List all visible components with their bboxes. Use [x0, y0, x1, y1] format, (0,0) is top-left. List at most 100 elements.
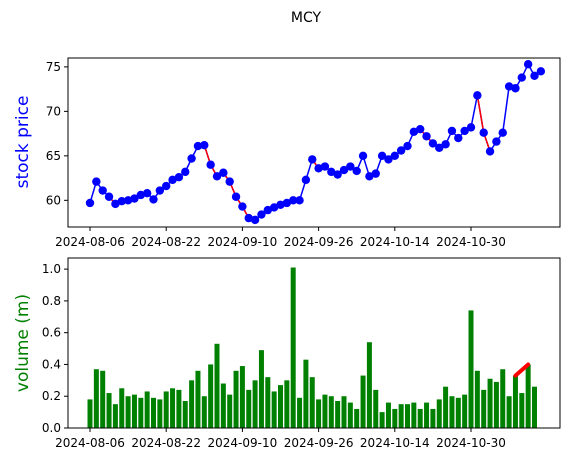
price-ytick-label: 65	[46, 149, 61, 163]
price-point	[339, 165, 349, 175]
volume-bar	[455, 397, 461, 428]
price-point	[193, 141, 203, 151]
price-point	[301, 175, 311, 185]
price-point	[377, 151, 387, 161]
volume-ylabel: volume (m)	[13, 294, 33, 392]
price-xtick-label: 2024-09-10	[208, 235, 278, 249]
volume-xtick-label: 2024-10-30	[436, 436, 506, 450]
price-point	[250, 215, 260, 225]
price-point	[174, 172, 184, 182]
price-plot-frame	[67, 57, 561, 228]
volume-bar	[195, 370, 201, 428]
volume-bar	[341, 396, 347, 428]
price-point	[104, 192, 114, 201]
price-xtick-label: 2024-10-14	[360, 235, 430, 249]
price-point	[244, 213, 253, 223]
price-point	[123, 196, 133, 205]
price-point	[212, 172, 222, 181]
volume-bar	[252, 380, 258, 428]
volume-ytick-label: 0.0	[42, 421, 61, 435]
price-point	[162, 181, 171, 191]
price-point	[536, 67, 546, 76]
volume-ytick-label: 0.6	[42, 326, 61, 340]
price-point	[263, 205, 272, 215]
price-point	[187, 154, 196, 163]
price-point	[371, 169, 380, 178]
price-point	[111, 199, 120, 209]
volume-bar	[360, 375, 366, 428]
volume-bar	[366, 342, 372, 428]
price-highlight-segment	[197, 144, 256, 221]
volume-bar	[271, 391, 277, 428]
volume-xtick-label: 2024-08-22	[131, 436, 201, 450]
volume-bar	[506, 396, 512, 428]
price-point	[473, 91, 482, 100]
volume-bar	[182, 400, 188, 428]
price-point	[155, 186, 165, 195]
volume-bar	[487, 378, 493, 428]
price-point	[314, 164, 323, 173]
price-point	[295, 196, 304, 205]
volume-bar	[347, 402, 353, 428]
volume-bar	[93, 369, 99, 428]
volume-bar	[208, 364, 214, 428]
price-point	[333, 170, 342, 179]
volume-bar	[138, 397, 144, 428]
volume-bar	[328, 396, 334, 428]
volume-bar	[157, 399, 163, 428]
volume-bar	[405, 404, 410, 428]
price-point	[219, 168, 228, 177]
volume-bar	[233, 370, 239, 428]
volume-highlight-segment	[513, 362, 531, 378]
volume-xtick-label: 2024-08-06	[55, 436, 125, 450]
volume-bar	[278, 385, 283, 428]
volume-panel: 0.0 0.2 0.4 0.6 0.8 1.0 2024-08-06 2024-08-22 20…	[13, 257, 561, 450]
volume-bar	[481, 389, 487, 428]
volume-bar	[290, 267, 296, 428]
price-point	[511, 84, 520, 93]
volume-bar	[227, 394, 233, 428]
volume-bar	[239, 366, 245, 428]
price-point	[269, 203, 279, 212]
price-line	[89, 62, 542, 221]
volume-bar	[443, 386, 449, 428]
volume-bar	[411, 402, 417, 428]
price-point	[346, 162, 355, 171]
price-point	[200, 140, 209, 150]
volume-bar	[525, 364, 531, 428]
volume-bar	[379, 412, 385, 428]
volume-bar	[309, 377, 315, 428]
volume-bar	[131, 394, 137, 428]
volume-bar	[125, 396, 131, 428]
price-ytick-label: 60	[46, 193, 61, 207]
price-point	[523, 60, 533, 69]
volume-bar	[163, 391, 169, 428]
volume-bar	[220, 383, 226, 428]
price-point	[365, 172, 374, 181]
price-point	[435, 143, 444, 153]
volume-bar	[176, 389, 182, 428]
price-point	[206, 160, 215, 169]
volume-bar	[119, 388, 125, 428]
price-point	[466, 123, 476, 132]
price-point	[409, 127, 419, 137]
volume-bar	[144, 391, 150, 428]
volume-bar	[532, 386, 537, 428]
price-point	[390, 151, 399, 161]
volume-bar	[512, 375, 518, 428]
volume-bar	[519, 393, 525, 428]
volume-bar	[265, 377, 271, 428]
price-point	[403, 141, 412, 151]
price-point	[276, 200, 285, 209]
volume-xtick-label: 2024-09-26	[284, 436, 354, 450]
price-point	[428, 139, 438, 148]
volume-bar	[170, 388, 176, 428]
price-ylabel: stock price	[13, 96, 33, 189]
price-point	[98, 186, 107, 195]
price-point	[327, 167, 336, 177]
price-point	[225, 177, 234, 186]
price-point	[289, 196, 298, 205]
volume-bar	[201, 396, 207, 428]
volume-bar	[392, 408, 398, 428]
